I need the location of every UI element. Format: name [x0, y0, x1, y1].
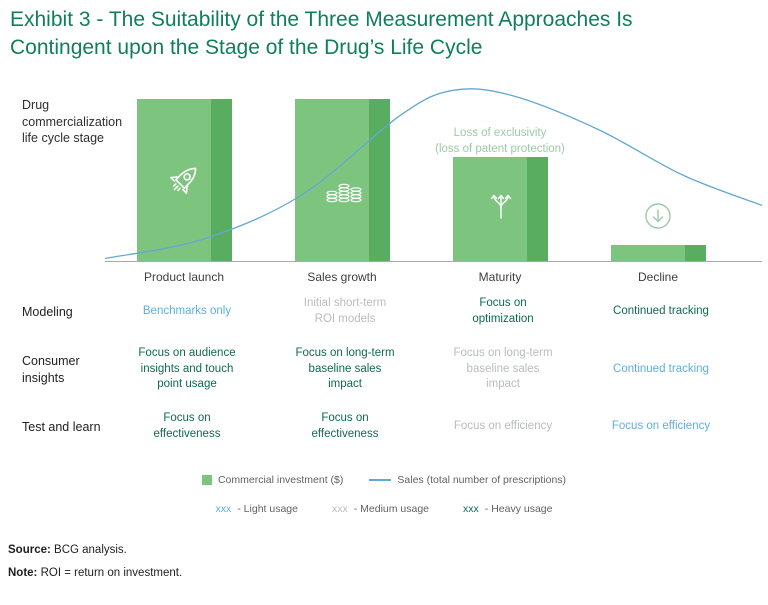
stage-labels: Product launch Sales growth Maturity Dec…: [105, 270, 762, 284]
matrix-cell: Benchmarks only: [142, 304, 232, 317]
rocket-icon: [169, 167, 196, 194]
note-label: Note:: [8, 567, 38, 579]
usage-label: - Light usage: [237, 503, 298, 515]
matrix-cell: Continued tracking: [613, 362, 709, 375]
row-label-test-and-learn: Test and learn: [22, 420, 101, 435]
legend-sales: Sales (total number of prescriptions): [369, 474, 566, 486]
legend-heavy-usage: xxx - Heavy usage: [463, 503, 552, 515]
matrix-cell: Focus on efficiency: [453, 420, 553, 433]
bar-product-launch: [137, 99, 232, 261]
investment-swatch-icon: [201, 475, 212, 485]
x-axis: [105, 261, 762, 262]
loss-of-exclusivity-label: Loss of exclusivity (loss of patent prot…: [400, 125, 600, 157]
stage-label-maturity: Maturity: [478, 270, 522, 284]
source-text: BCG analysis.: [50, 544, 127, 556]
matrix-cell: Initial short-term ROI models: [303, 297, 387, 325]
annotation-line-2: (loss of patent protection): [435, 143, 565, 156]
plot-area: Loss of exclusivity (loss of patent prot…: [105, 85, 762, 262]
bar-sales-growth: [295, 99, 390, 261]
matrix-cell: Focus on effectiveness: [311, 412, 379, 441]
usage-legend: xxx - Light usage xxx - Medium usage xxx…: [0, 503, 768, 515]
sales-line-icon: [369, 479, 392, 481]
matrix-cell: Focus on long-term baseline sales impact: [453, 346, 553, 391]
matrix-cell: Focus on optimization: [472, 297, 534, 325]
lifecycle-axis-label: Drug commercialization life cycle stage: [22, 98, 123, 145]
exhibit-title: Exhibit 3 - The Suitability of the Three…: [10, 8, 633, 60]
legend-label: Sales (total number of prescriptions): [397, 474, 567, 486]
source-label: Source:: [8, 544, 51, 556]
matrix-cell: Focus on efficiency: [611, 420, 711, 433]
bar-decline: [611, 244, 706, 262]
usage-label: - Medium usage: [353, 503, 430, 515]
row-label-consumer-insights: Consumer insights: [22, 354, 80, 385]
matrix-cell: Focus on audience insights and touch poi…: [138, 346, 236, 391]
usage-key: xxx: [331, 503, 348, 515]
stage-label-decline: Decline: [637, 270, 679, 284]
legend-medium-usage: xxx - Medium usage: [332, 503, 429, 515]
source-line: Source: BCG analysis.: [8, 544, 127, 556]
coins-icon: [325, 183, 362, 203]
branching-arrows-icon: [490, 195, 511, 220]
row-label-modeling: Modeling: [22, 304, 73, 319]
usage-label: - Heavy usage: [484, 503, 553, 515]
legend-label: Commercial investment ($): [217, 474, 344, 486]
matrix-cell: Focus on long-term baseline sales impact: [295, 346, 395, 391]
stage-label-sales-growth: Sales growth: [307, 270, 377, 284]
annotation-line-1: Loss of exclusivity: [453, 127, 547, 139]
approach-matrix: Modeling Benchmarks only Initial short-t…: [22, 296, 740, 443]
down-arrow-circle-icon: [645, 203, 671, 229]
note-line: Note: ROI = return on investment.: [8, 567, 182, 579]
bar-maturity: [453, 157, 548, 261]
note-text: ROI = return on investment.: [37, 567, 183, 579]
stage-label-product-launch: Product launch: [143, 270, 225, 284]
matrix-cell: Continued tracking: [613, 304, 709, 317]
matrix-cell: Focus on effectiveness: [153, 412, 221, 441]
legend-light-usage: xxx - Light usage: [216, 503, 298, 515]
usage-key: xxx: [463, 503, 479, 515]
usage-key: xxx: [215, 503, 232, 515]
legend-commercial-investment: Commercial investment ($): [201, 474, 344, 486]
legend: Commercial investment ($) Sales (total n…: [0, 474, 768, 486]
